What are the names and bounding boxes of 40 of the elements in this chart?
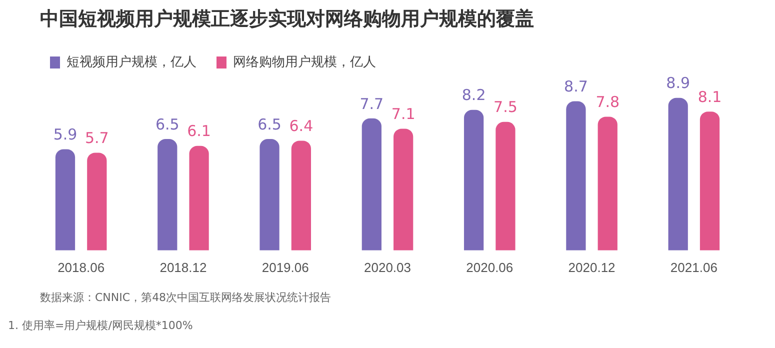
data-label: 5.7 <box>84 129 109 148</box>
x-tick-label: 2018.12 <box>160 260 207 275</box>
data-label: 8.7 <box>564 78 588 96</box>
data-label: 7.5 <box>494 98 518 116</box>
data-label: 7.1 <box>391 105 416 124</box>
bar <box>598 116 618 250</box>
bar <box>55 149 76 250</box>
data-label: 7.7 <box>360 94 384 113</box>
x-tick-label: 2021.06 <box>670 260 718 275</box>
data-label: 6.5 <box>155 115 180 134</box>
data-label: 8.1 <box>698 88 722 106</box>
data-label: 7.8 <box>596 93 620 112</box>
bar <box>700 112 720 250</box>
data-label: 8.9 <box>666 74 690 92</box>
bar <box>464 110 484 250</box>
text: 1. 使用率=用户规模/网民规模*100% <box>8 318 193 333</box>
data-label: 6.1 <box>187 122 211 140</box>
bar <box>87 152 107 250</box>
data-label: 8.2 <box>462 86 486 104</box>
x-tick-label: 2020.06 <box>466 260 514 275</box>
x-tick-label: 2020.12 <box>568 260 616 275</box>
x-tick-label: 2018.06 <box>58 260 105 275</box>
data-label: 6.5 <box>258 115 282 134</box>
legend-label: 网络购物用户规模，亿人 <box>233 54 376 70</box>
bar <box>291 140 312 250</box>
bar <box>260 138 280 250</box>
bar <box>394 128 414 250</box>
chart-title: 中国短视频用户规模正逐步实现对网络购物用户规模的覆盖 <box>40 7 534 32</box>
data-label: 6.4 <box>289 117 314 136</box>
x-tick-label: 2019.06 <box>262 260 309 275</box>
source-note: 数据来源：CNNIC，第48次中国互联网络发展状况统计报告 <box>40 290 332 305</box>
bar <box>189 146 209 250</box>
x-tick-label: 2020.03 <box>364 260 411 275</box>
bar <box>362 118 382 250</box>
data-label: 5.9 <box>53 126 78 144</box>
bar <box>496 122 516 250</box>
bar <box>158 138 178 250</box>
legend-label: 短视频用户规模，亿人 <box>66 54 196 70</box>
bar <box>566 101 586 250</box>
bar <box>668 98 688 250</box>
